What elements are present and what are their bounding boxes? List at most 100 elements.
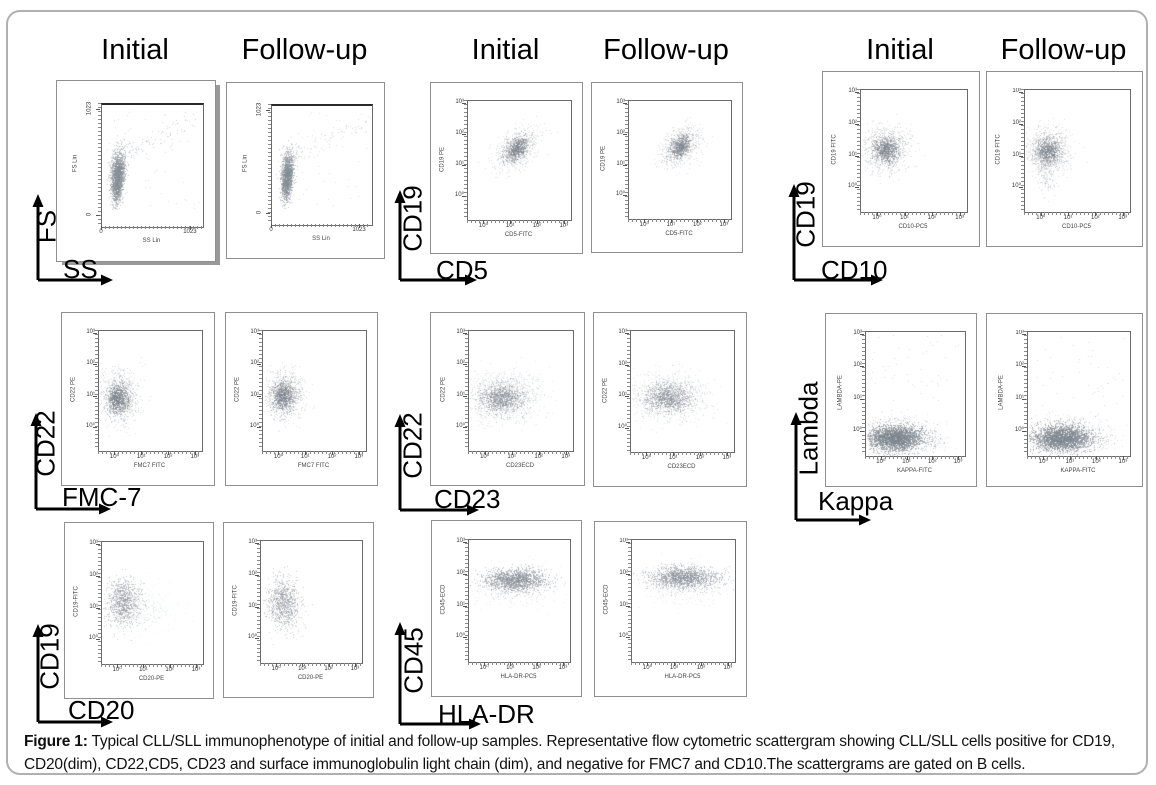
axis-arrow — [394, 622, 481, 730]
y-tick-label: 10³ — [1015, 330, 1024, 337]
x-tick-label: 10² — [1091, 215, 1100, 221]
x-tick-mark — [328, 663, 330, 667]
x-tick-mark — [114, 451, 116, 455]
x-tick-mark — [189, 226, 191, 230]
x-tick-mark — [276, 663, 278, 667]
x-axis-label-lambda-kappa: Kappa — [818, 486, 894, 516]
x-tick-label: 10² — [532, 223, 542, 229]
x-minor-ticks — [860, 212, 966, 215]
y-minor-ticks — [259, 330, 262, 450]
x-minor-ticks — [468, 451, 572, 454]
x-tick-mark — [727, 662, 729, 666]
y-minor-ticks — [1024, 331, 1027, 455]
y-tick-label: 10² — [456, 360, 465, 367]
plot-cd45-hladr-followup: 10³ 10² 10¹ 10⁰ 10⁰ 10¹ 10² 10³ CD45-ECD HLA-DR-P… — [594, 521, 747, 697]
plot-axes-frame — [101, 541, 204, 665]
x-tick-mark — [701, 662, 703, 666]
y-minor-ticks — [465, 539, 468, 661]
y-tick-label: 10³ — [848, 88, 857, 95]
y-tick-label: 10³ — [456, 329, 465, 336]
y-tick-mark — [855, 92, 859, 94]
y-tick-mark — [860, 366, 864, 368]
scatter-canvas — [272, 106, 372, 225]
plot-axes-frame — [101, 103, 204, 228]
inner-y-axis-label: FS Lin — [242, 154, 249, 172]
x-tick-label: 10⁰ — [271, 666, 281, 672]
x-tick-label: 10³ — [719, 222, 729, 228]
x-tick-label: 10⁰ — [872, 215, 882, 221]
y-tick-mark — [1019, 155, 1023, 157]
x-tick-label: 10⁰ — [1036, 215, 1046, 221]
y-tick-mark — [623, 103, 627, 105]
y-tick-label: 10⁰ — [455, 633, 465, 640]
x-tick-label: 10² — [534, 454, 544, 460]
y-tick-mark — [463, 426, 467, 428]
y-tick-mark — [266, 109, 270, 111]
inner-x-axis-label: CD23ECD — [667, 464, 696, 470]
x-tick-mark — [700, 452, 702, 456]
y-tick-mark — [1022, 366, 1026, 368]
x-axis-label-cd45-hladr: HLA-DR — [438, 699, 535, 729]
y-tick-mark — [93, 333, 97, 335]
x-tick-label: 10³ — [561, 454, 571, 460]
inner-x-axis-label: CD10-PC5 — [1061, 224, 1091, 230]
x-tick-label: 10³ — [955, 215, 964, 221]
y-tick-mark — [255, 638, 259, 640]
figure-border: Initial Follow-up 1023 0 0 1023 FS Lin SS Lin 10… — [6, 10, 1148, 775]
column-header-followup: Follow-up — [603, 34, 729, 66]
y-tick-label: 10⁰ — [1014, 426, 1024, 433]
y-tick-label: 10⁰ — [847, 183, 857, 190]
x-minor-ticks — [1027, 456, 1129, 459]
y-tick-label: 1023 — [256, 102, 263, 116]
x-axis-label-cd22-fmc7: FMC-7 — [62, 482, 142, 512]
scatter-canvas — [631, 331, 734, 452]
x-tick-label: 10¹ — [507, 454, 516, 460]
y-axis-label-lambda-kappa: Lambda — [793, 381, 824, 476]
y-tick-label: 10² — [1015, 362, 1024, 369]
plot-axes-frame — [631, 539, 736, 663]
x-tick-mark — [169, 664, 171, 668]
inner-y-axis-label: CD45-ECD — [603, 584, 610, 615]
x-tick-mark — [271, 224, 272, 228]
column-header-initial: Initial — [471, 34, 540, 66]
y-tick-mark — [860, 398, 864, 400]
y-tick-mark — [625, 396, 629, 398]
y-axis-label-cd22-fmc7: CD22 — [30, 410, 61, 477]
y-tick-mark — [96, 607, 100, 609]
x-tick-label: 10¹ — [902, 459, 911, 465]
y-minor-ticks — [1021, 89, 1024, 211]
y-tick-mark — [257, 426, 261, 428]
inner-y-axis-label: LAMBDA-PE — [998, 375, 1005, 410]
y-tick-mark — [623, 195, 627, 197]
x-tick-mark — [726, 452, 728, 456]
y-tick-label: 10⁰ — [85, 422, 95, 429]
plot-cd22-cd23-initial: 10³ 10² 10¹ 10⁰ 10⁰ 10¹ 10² 10³ CD22 PE CD23ECD — [430, 312, 585, 486]
x-tick-mark — [194, 451, 196, 455]
y-tick-label: 10² — [619, 569, 628, 576]
y-tick-label: 10¹ — [456, 391, 465, 398]
plot-cd19-cd20-initial: 10³ 10² 10¹ 10⁰ 10⁰ 10¹ 10² 10³ CD19-FITC CD20-PE — [64, 522, 214, 699]
x-tick-label: 10³ — [1118, 459, 1128, 465]
y-tick-label: 10⁰ — [615, 191, 625, 198]
inner-y-axis-label: CD19 PE — [600, 146, 607, 172]
x-tick-label: 10² — [165, 667, 174, 673]
y-tick-mark — [463, 395, 467, 397]
axis-arrow — [32, 624, 113, 728]
x-tick-mark — [1122, 212, 1124, 216]
y-tick-label: 10³ — [89, 540, 98, 547]
y-minor-ticks — [628, 539, 631, 661]
x-tick-mark — [646, 452, 648, 456]
y-tick-label: 10³ — [86, 329, 95, 336]
x-tick-mark — [1069, 456, 1071, 460]
y-tick-label: 10² — [455, 130, 464, 137]
y-tick-label: 10² — [618, 360, 627, 367]
plot-cd19-cd10-followup: 10³ 10² 10¹ 10⁰ 10⁰ 10¹ 10² 10³ CD19 FITC CD10-PC… — [986, 71, 1143, 247]
inner-y-axis-label: CD19 FITC — [995, 134, 1002, 165]
x-tick-mark — [536, 662, 538, 666]
y-tick-mark — [266, 213, 270, 215]
column-header-followup: Follow-up — [1000, 34, 1127, 66]
y-tick-mark — [96, 575, 100, 577]
inner-x-axis-label: SS Lin — [142, 238, 161, 244]
y-tick-label: 10¹ — [853, 394, 862, 401]
x-tick-label: 10² — [927, 215, 937, 221]
